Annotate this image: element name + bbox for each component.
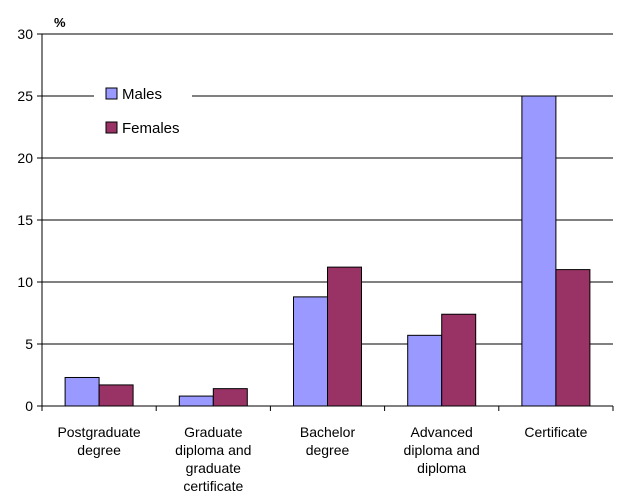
bar-females-3 — [441, 313, 477, 407]
x-category-label-line: degree — [77, 442, 121, 458]
y-tick-label: 20 — [17, 150, 33, 166]
legend-label-males: Males — [122, 86, 162, 103]
bar-females-0 — [98, 384, 134, 407]
x-category-label-line: degree — [306, 442, 350, 458]
legend: Males Females — [94, 80, 192, 148]
x-category-label-line: graduate — [186, 460, 241, 476]
legend-label-females: Females — [122, 120, 180, 137]
x-category-label: Postgraduate degree — [57, 424, 140, 458]
x-category-label-line: diploma and — [175, 442, 251, 458]
y-tick-label: 5 — [25, 336, 33, 352]
x-category-label-line: Advanced — [411, 424, 473, 440]
bar-males-4 — [521, 95, 557, 407]
x-category-label: Advanced diploma and diploma — [404, 424, 480, 476]
bars — [64, 95, 591, 407]
axes: 0 5 10 15 20 25 30% — [17, 15, 614, 414]
y-tick-label: 0 — [25, 398, 33, 414]
legend-swatch-females — [105, 121, 118, 134]
legend-swatch-males — [105, 87, 118, 100]
x-category-label: Certificate — [524, 424, 587, 440]
x-category-label-line: diploma — [417, 460, 466, 476]
bar-males-1 — [178, 395, 214, 407]
x-category-label: Graduate diploma and graduate certificate — [175, 424, 251, 494]
bar-females-1 — [212, 388, 248, 407]
bar-males-3 — [407, 334, 443, 407]
x-category-label-line: Postgraduate — [57, 424, 140, 440]
y-tick-label: 15 — [17, 212, 33, 228]
y-tick-label: 30 — [17, 26, 33, 42]
x-category-label-line: Certificate — [524, 424, 587, 440]
x-category-label-line: Bachelor — [300, 424, 356, 440]
bar-females-2 — [327, 266, 362, 407]
bar-males-0 — [64, 376, 100, 407]
category-labels: Postgraduate degree Graduate diploma and gra… — [57, 424, 587, 494]
x-category-label-line: diploma and — [404, 442, 480, 458]
x-category-label-line: Graduate — [184, 424, 243, 440]
x-category-label: Bachelor degree — [300, 424, 356, 458]
bar-males-2 — [293, 296, 328, 407]
y-tick-label: 25 — [17, 88, 33, 104]
bar-females-4 — [555, 269, 591, 407]
y-tick-label: 10 — [17, 274, 33, 290]
x-category-label-line: certificate — [183, 478, 243, 494]
y-axis-label: % — [54, 15, 66, 30]
